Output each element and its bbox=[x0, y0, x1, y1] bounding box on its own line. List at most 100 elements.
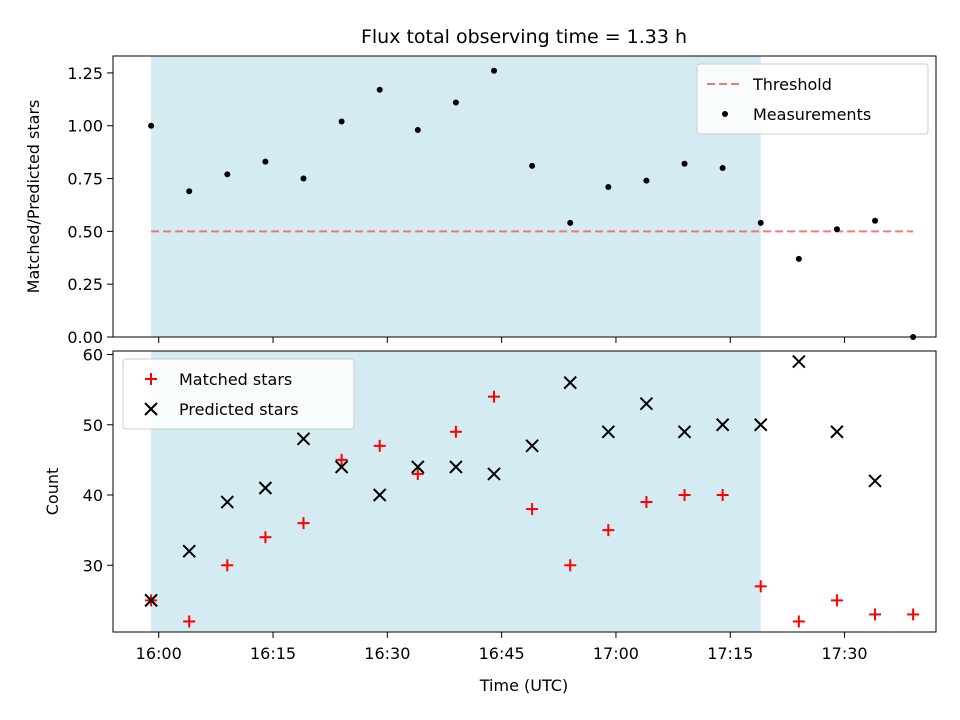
top-legend: Threshold Measurements bbox=[696, 63, 929, 135]
top-legend-label-0: Threshold bbox=[752, 75, 832, 94]
bottom-series-0-point-16 bbox=[754, 580, 767, 593]
bottom-legend-label-1: Predicted stars bbox=[179, 400, 299, 419]
bottom-series-1-point-19 bbox=[868, 474, 882, 488]
top-series-0-point-7 bbox=[414, 126, 421, 133]
top-series-0-point-11 bbox=[567, 219, 574, 226]
top-series-0-point-0 bbox=[148, 122, 155, 129]
bottom-series-1-point-16 bbox=[754, 418, 768, 432]
top-legend-swatch-1 bbox=[722, 111, 728, 117]
bottom-series-0-point-9 bbox=[488, 390, 501, 403]
bottom-series-0-point-1 bbox=[183, 615, 196, 628]
top-axes-frame bbox=[112, 55, 937, 338]
top-series-0-point-3 bbox=[262, 158, 269, 165]
top-ytick-label-1: 0.25 bbox=[67, 275, 103, 294]
bottom-series-0-point-2 bbox=[221, 559, 234, 572]
top-series-0-point-18 bbox=[833, 226, 840, 233]
bottom-ytick-label-0: 30 bbox=[83, 556, 103, 575]
bottom-ytick-label-1: 40 bbox=[83, 486, 103, 505]
bottom-series-1-point-15 bbox=[715, 418, 730, 432]
bottom-series-0-point-20 bbox=[907, 608, 920, 621]
bottom-series-1-point-12 bbox=[601, 425, 616, 439]
bottom-y-axis-label: Count bbox=[43, 468, 62, 516]
top-ytick-label-3: 0.75 bbox=[67, 170, 103, 189]
bottom-series-0-point-18 bbox=[830, 594, 843, 607]
bottom-series-1-point-7 bbox=[411, 460, 425, 474]
bottom-legend-swatch-0 bbox=[145, 373, 157, 385]
bottom-legend-box bbox=[122, 358, 355, 430]
top-series-0-point-9 bbox=[491, 67, 498, 74]
top-series-0-point-16 bbox=[757, 219, 764, 226]
bottom-series-0-point-6 bbox=[373, 439, 386, 452]
bottom-series-1-point-18 bbox=[830, 425, 844, 439]
bottom-series-0-point-17 bbox=[792, 615, 805, 628]
bottom-series-0-point-4 bbox=[297, 517, 310, 530]
bottom-series-0-point-19 bbox=[869, 608, 882, 621]
bottom-legend-label-0: Matched stars bbox=[179, 370, 292, 389]
bottom-ytick-label-2: 50 bbox=[83, 416, 103, 435]
top-series-0-point-10 bbox=[529, 162, 536, 169]
bottom-series-1-point-14 bbox=[677, 425, 692, 439]
bottom-legend: Matched stars Predicted stars bbox=[122, 358, 355, 430]
xtick-label-5: 17:15 bbox=[707, 644, 753, 663]
bottom-series-0-point-13 bbox=[640, 496, 653, 509]
bottom-series-1-point-8 bbox=[449, 460, 463, 474]
xtick-label-6: 17:30 bbox=[822, 644, 868, 663]
top-ytick-label-2: 0.50 bbox=[67, 222, 103, 241]
top-ytick-label-4: 1.00 bbox=[67, 117, 103, 136]
top-observing-window bbox=[151, 56, 761, 337]
bottom-series-1-point-4 bbox=[296, 432, 311, 446]
top-series-0-point-5 bbox=[338, 118, 345, 125]
chart-title: Flux total observing time = 1.33 h bbox=[361, 26, 687, 48]
x-axis-label: Time (UTC) bbox=[479, 676, 568, 695]
top-y-axis-label: Matched/Predicted stars bbox=[24, 100, 43, 294]
bottom-series-1-point-5 bbox=[334, 460, 349, 474]
top-legend-box bbox=[696, 63, 929, 135]
top-series-0-point-4 bbox=[300, 175, 307, 182]
bottom-series-1-point-3 bbox=[258, 481, 273, 495]
bottom-series-0-point-11 bbox=[564, 559, 577, 572]
top-series-0-point-6 bbox=[376, 86, 383, 93]
xtick-label-2: 16:30 bbox=[364, 644, 410, 663]
bottom-series-0-point-10 bbox=[526, 503, 539, 516]
bottom-series-1-point-6 bbox=[373, 488, 387, 502]
bottom-series-0-point-12 bbox=[602, 524, 615, 537]
xtick-label-1: 16:15 bbox=[250, 644, 296, 663]
top-series-0-point-2 bbox=[224, 171, 231, 178]
xtick-label-0: 16:00 bbox=[136, 644, 182, 663]
xtick-label-3: 16:45 bbox=[479, 644, 525, 663]
panel-counts: 30 40 50 60 16:00 16:15 16:30 16:45 17:00 17:15 17… bbox=[43, 346, 937, 663]
top-series-0-point-15 bbox=[719, 164, 726, 171]
bottom-series-1-point-2 bbox=[220, 495, 235, 509]
top-series-0-point-12 bbox=[605, 183, 612, 190]
bottom-series-1-point-10 bbox=[525, 439, 539, 453]
xtick-label-4: 17:00 bbox=[593, 644, 639, 663]
bottom-series-1-point-9 bbox=[487, 467, 501, 481]
top-ytick-label-5: 1.25 bbox=[67, 64, 103, 83]
top-series-0-point-19 bbox=[872, 217, 879, 224]
bottom-series-1-point-17 bbox=[792, 354, 806, 369]
bottom-series-1-point-1 bbox=[182, 544, 196, 558]
bottom-series-0-point-8 bbox=[449, 425, 462, 438]
bottom-legend-swatch-1 bbox=[144, 402, 158, 416]
top-series-0-point-13 bbox=[643, 177, 650, 184]
bottom-axes-frame bbox=[112, 350, 937, 633]
top-series-0-point-1 bbox=[186, 188, 193, 195]
top-series-0-point-8 bbox=[452, 99, 459, 106]
top-series-0-point-14 bbox=[681, 160, 688, 167]
bottom-series-0-point-7 bbox=[411, 467, 424, 480]
bottom-series-0-point-5 bbox=[335, 453, 348, 466]
bottom-series-0-point-15 bbox=[716, 489, 729, 502]
bottom-series-1-point-0 bbox=[144, 593, 158, 608]
top-ytick-label-0: 0.00 bbox=[67, 328, 103, 347]
bottom-series-0 bbox=[145, 390, 920, 628]
bottom-series-0-point-14 bbox=[678, 489, 691, 502]
top-legend-label-1: Measurements bbox=[753, 105, 871, 124]
bottom-series-0-point-3 bbox=[259, 531, 272, 544]
bottom-series-1 bbox=[144, 354, 882, 608]
top-series-0-point-17 bbox=[795, 255, 802, 262]
bottom-series-1-point-11 bbox=[563, 375, 577, 390]
bottom-series-1-point-13 bbox=[639, 396, 654, 411]
bottom-ytick-label-3: 60 bbox=[83, 346, 103, 365]
panel-ratio: 0.00 0.25 0.50 0.75 1.00 1.25 Matched/Predicte… bbox=[24, 55, 937, 347]
